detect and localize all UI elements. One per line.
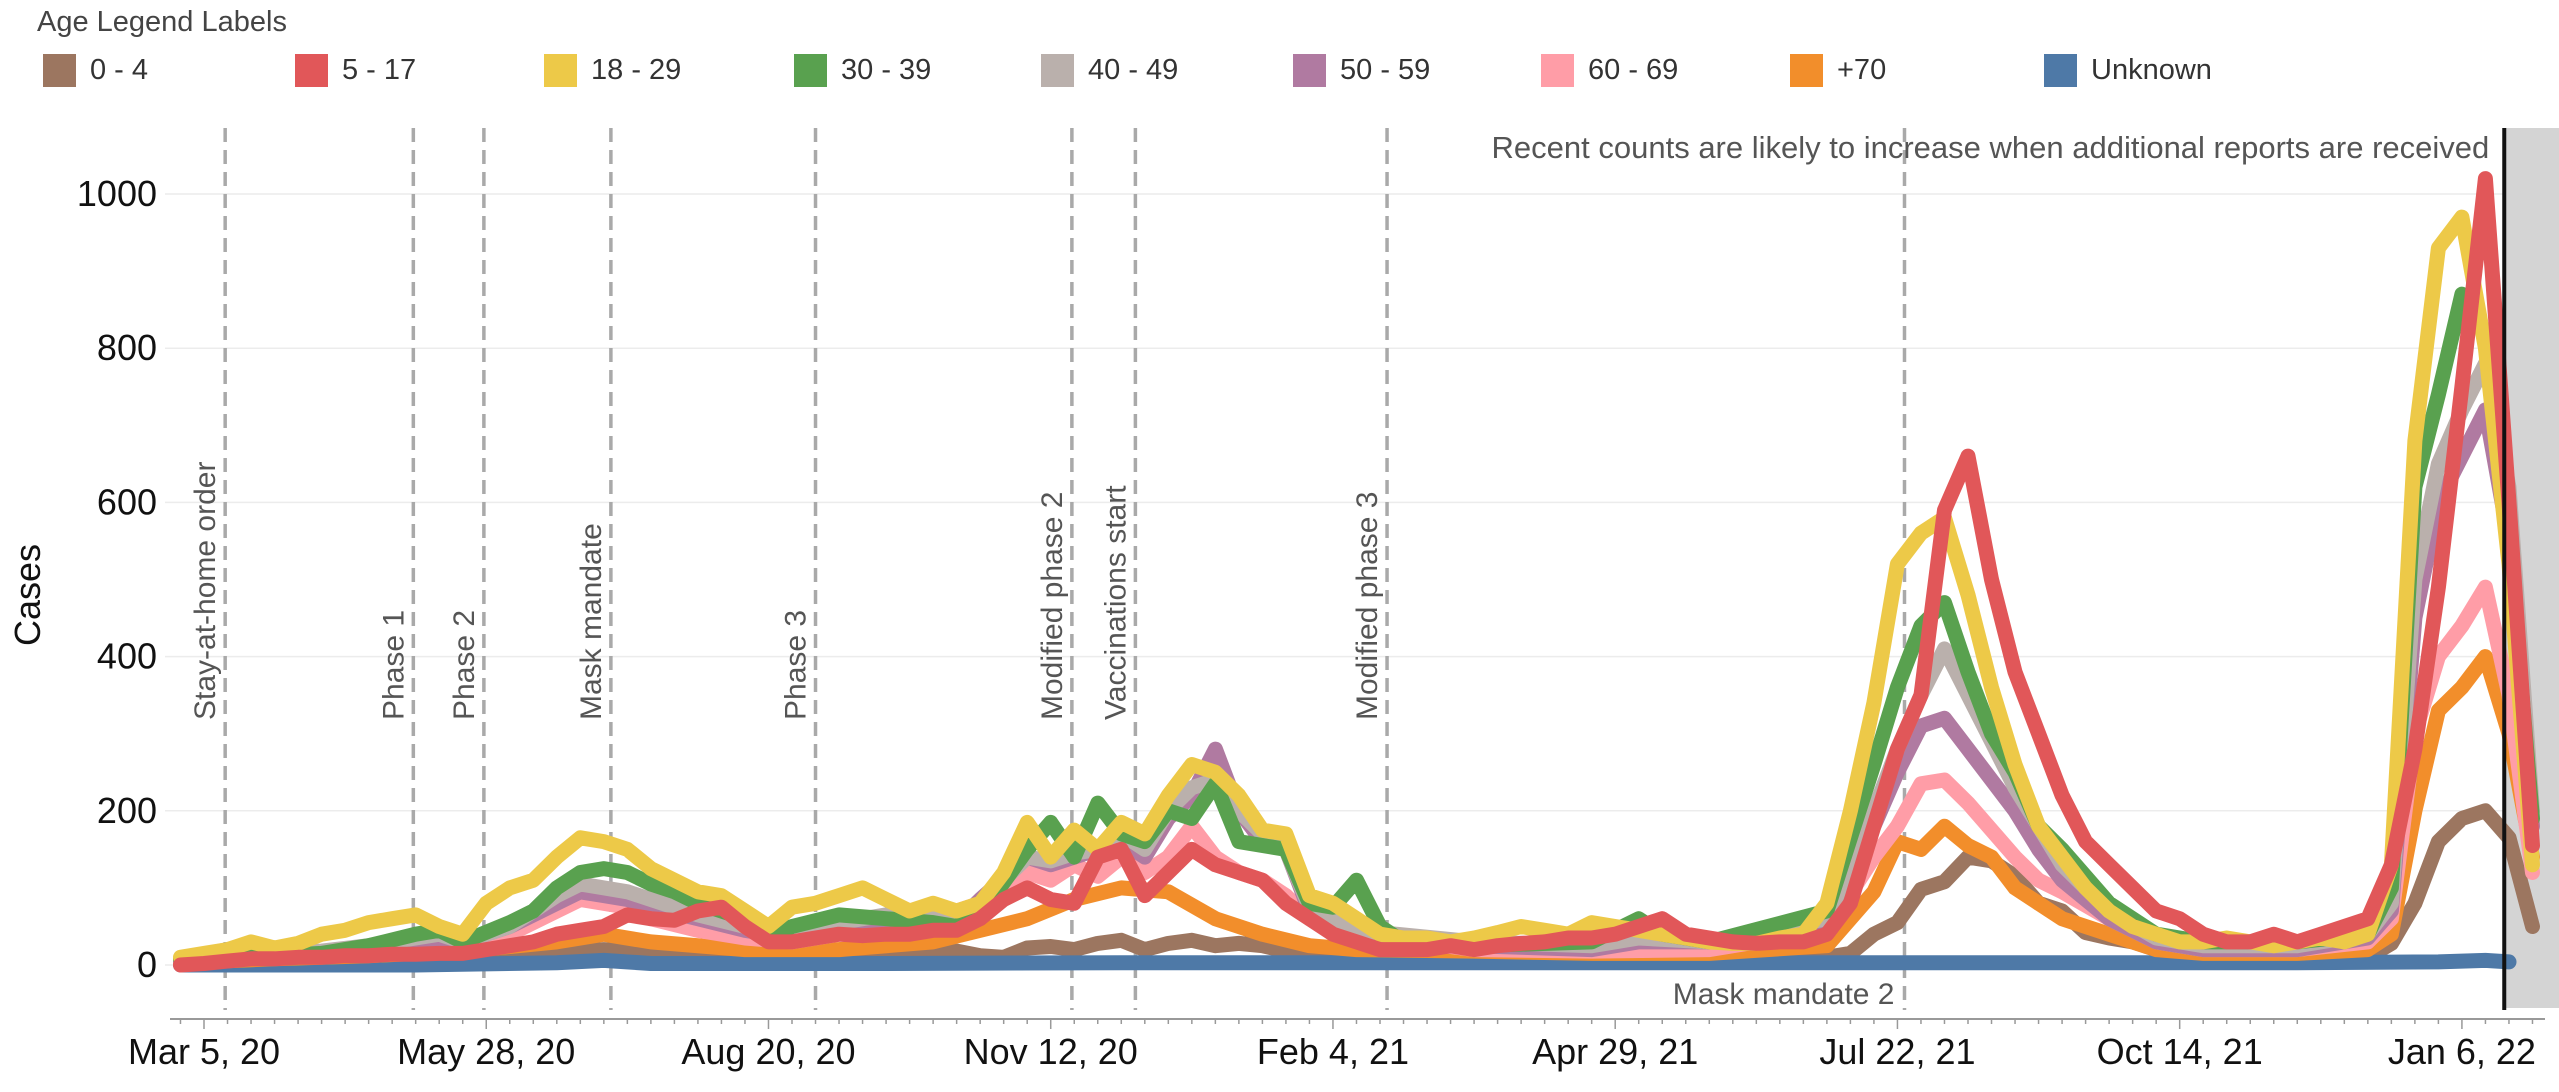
x-tick-label: May 28, 20 bbox=[397, 1031, 575, 1072]
legend-item[interactable]: 60 - 69 bbox=[1541, 52, 1678, 88]
legend-label: 18 - 29 bbox=[591, 53, 682, 86]
event-label: Phase 1 bbox=[377, 610, 410, 720]
legend-swatch bbox=[43, 53, 76, 87]
legend-swatch bbox=[1293, 53, 1326, 87]
legend-label: 40 - 49 bbox=[1088, 53, 1179, 86]
legend-item[interactable]: 50 - 59 bbox=[1293, 52, 1430, 88]
x-tick-label: Feb 4, 21 bbox=[1257, 1031, 1409, 1072]
legend-swatch bbox=[2044, 53, 2077, 87]
legend-title: Age Legend Labels bbox=[37, 6, 287, 38]
y-tick-label: 600 bbox=[97, 481, 157, 522]
x-tick-label: Jul 22, 21 bbox=[1819, 1031, 1975, 1072]
event-label: Modified phase 3 bbox=[1351, 492, 1384, 721]
legend: 0 - 4 5 - 17 18 - 29 30 - 39 40 - 49 50 - 59 6… bbox=[43, 52, 2343, 92]
legend-label: 50 - 59 bbox=[1340, 53, 1431, 86]
y-tick-label: 200 bbox=[97, 790, 157, 831]
event-label: Mask mandate bbox=[575, 523, 608, 720]
legend-swatch bbox=[1541, 53, 1574, 87]
y-tick-label: 400 bbox=[97, 636, 157, 677]
event-label: Mask mandate 2 bbox=[1673, 978, 1895, 1011]
x-tick-label: Mar 5, 20 bbox=[128, 1031, 280, 1072]
legend-item[interactable]: 40 - 49 bbox=[1041, 52, 1178, 88]
legend-label: 0 - 4 bbox=[90, 53, 149, 86]
event-label: Stay-at-home order bbox=[189, 462, 222, 720]
legend-swatch bbox=[1790, 53, 1823, 87]
legend-item[interactable]: 30 - 39 bbox=[794, 52, 931, 88]
y-tick-label: 800 bbox=[97, 327, 157, 368]
legend-swatch bbox=[544, 53, 577, 87]
series-line bbox=[173, 209, 2540, 965]
legend-item[interactable]: 5 - 17 bbox=[295, 52, 416, 88]
y-axis-label: Cases bbox=[7, 544, 48, 646]
legend-item[interactable]: 18 - 29 bbox=[544, 52, 681, 88]
legend-label: 60 - 69 bbox=[1588, 53, 1679, 86]
legend-label: 30 - 39 bbox=[841, 53, 932, 86]
legend-swatch bbox=[1041, 53, 1074, 87]
event-label: Modified phase 2 bbox=[1036, 492, 1069, 721]
x-tick-label: Aug 20, 20 bbox=[681, 1031, 855, 1072]
legend-swatch bbox=[295, 53, 328, 87]
legend-item[interactable]: 0 - 4 bbox=[43, 52, 148, 88]
event-label: Phase 3 bbox=[780, 610, 813, 720]
x-tick-label: Oct 14, 21 bbox=[2097, 1031, 2263, 1072]
series-line bbox=[173, 171, 2540, 973]
event-label: Vaccinations start bbox=[1099, 485, 1132, 720]
annotation: Recent counts are likely to increase whe… bbox=[1492, 130, 2490, 165]
legend-item[interactable]: +70 bbox=[1790, 52, 1886, 88]
series-line bbox=[173, 952, 2517, 973]
legend-swatch bbox=[794, 53, 827, 87]
legend-label: +70 bbox=[1837, 53, 1887, 86]
legend-label: Unknown bbox=[2091, 53, 2212, 86]
legend-label: 5 - 17 bbox=[342, 53, 417, 86]
event-label: Phase 2 bbox=[448, 610, 481, 720]
x-tick-label: Jan 6, 22 bbox=[2388, 1031, 2536, 1072]
x-tick-label: Apr 29, 21 bbox=[1532, 1031, 1698, 1072]
y-tick-label: 1000 bbox=[77, 173, 157, 214]
x-tick-label: Nov 12, 20 bbox=[964, 1031, 1138, 1072]
legend-item[interactable]: Unknown bbox=[2044, 52, 2212, 88]
y-tick-label: 0 bbox=[137, 944, 157, 985]
